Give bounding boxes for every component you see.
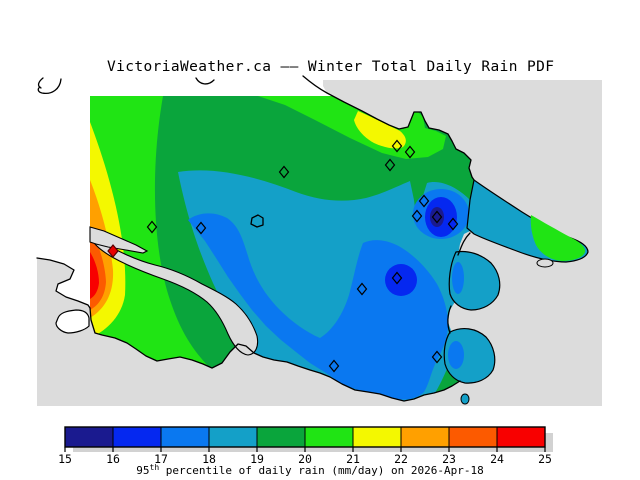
station-marker-10 [391,271,403,285]
north-blob-21-22 [354,111,406,149]
east-finger-tip-20-21 [530,215,586,261]
legend-tick-label-15: 15 [58,452,72,466]
coastlines [36,75,475,402]
legend-segment-19-20 [256,426,306,448]
small-lake-outline [250,214,264,228]
coast-spit [89,226,149,254]
station-marker-4 [404,145,416,159]
legend-segment-22-23 [400,426,450,448]
colorbar-ticks: 15 16 17 18 19 20 21 22 23 24 25 [58,447,552,466]
legend-segment-24-25 [496,426,546,448]
legend-tick-label-25: 25 [538,452,552,466]
small-gray-islet [536,258,554,268]
coastline-south [36,257,461,402]
station-marker-6 [418,194,430,208]
legend-tick-label-21: 21 [346,452,360,466]
legend-tick-label-24: 24 [490,452,504,466]
coastline-fragment-under-title [195,77,215,85]
legend-segment-16-17 [112,426,162,448]
coastal-lobe-south-blue [448,341,464,369]
coastline-north [302,75,475,181]
coastal-lobe-north-blue [452,262,464,294]
legend-segment-17-18 [160,426,210,448]
legend: 15 16 17 18 19 20 21 22 23 24 25 95th percentile o… [58,426,553,477]
legend-caption: 95th percentile of daily rain (mm/day) o… [136,463,483,477]
colorbar-segments [64,426,546,448]
station-marker-13 [431,350,443,364]
station-marker-12 [328,359,340,373]
station-marker-7 [411,209,423,223]
legend-segment-15-16 [64,426,114,448]
legend-segment-21-22 [352,426,402,448]
coastline-bay-1 [457,232,471,256]
legend-segment-18-19 [208,426,258,448]
stripe-24-25 [90,252,99,299]
station-marker-11 [356,282,368,296]
legend-tick-label-20: 20 [298,452,312,466]
station-marker-0 [146,220,158,234]
small-teal-islet [460,393,470,405]
legend-segment-23-24 [448,426,498,448]
station-marker-3 [391,139,403,153]
legend-tick-label-17: 17 [154,452,168,466]
blue-17-18-region [188,213,449,400]
station-marker-2 [278,165,290,179]
legend-tick-label-19: 19 [250,452,264,466]
minimum-core-15-16 [430,207,444,227]
figure-title: VictoriaWeather.ca —— Winter Total Daily… [107,59,554,75]
station-marker-8 [431,210,443,224]
station-marker-5 [384,158,396,172]
station-marker-9 [447,217,459,231]
legend-tick-label-16: 16 [106,452,120,466]
legend-tick-label-18: 18 [202,452,216,466]
secondary-minimum-16-17 [385,264,417,296]
legend-tick-label-22: 22 [394,452,408,466]
coastline-fragment-arc-large [37,78,62,95]
legend-tick-label-23: 23 [442,452,456,466]
lake [55,309,90,334]
highlighted-station-marker [107,244,119,258]
ocean-region [37,80,602,406]
legend-segment-20-21 [304,426,354,448]
station-markers [107,139,459,373]
station-marker-1 [195,221,207,235]
map-panel [36,75,602,406]
coastline-bay-2 [447,305,452,334]
